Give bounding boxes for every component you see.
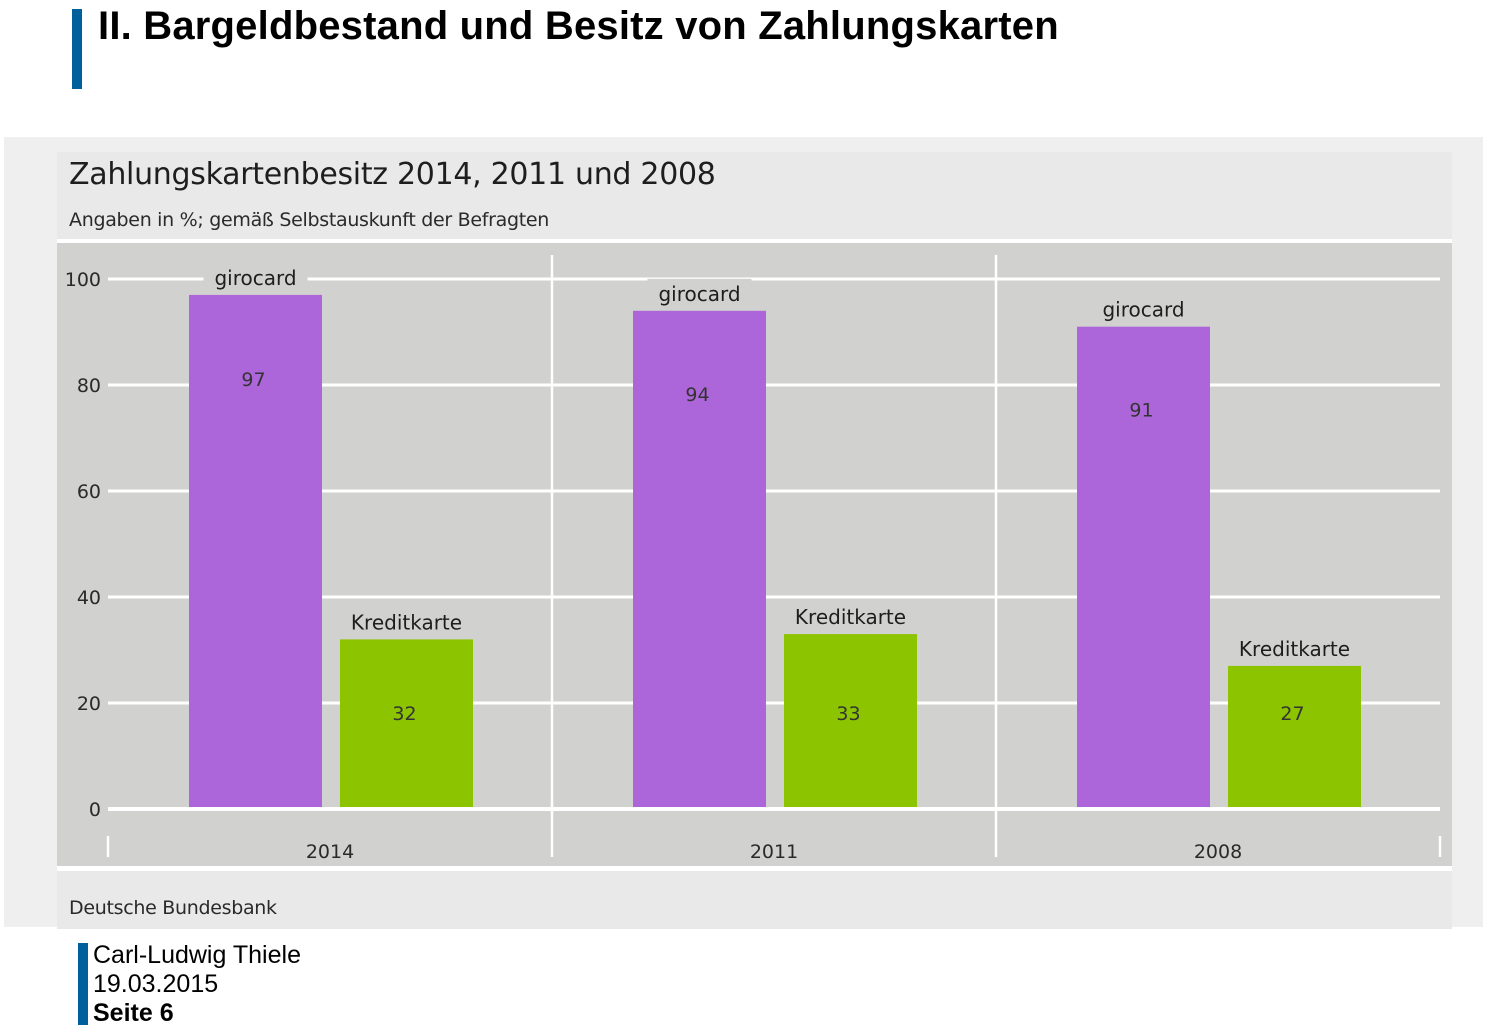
series-label-mask (1091, 294, 1196, 323)
plot-top-divider (57, 239, 1452, 243)
footer-accent-bar (78, 943, 88, 1025)
footer-date: 19.03.2015 (93, 970, 219, 998)
y-tick-label: 0 (89, 799, 101, 821)
data-label: 32 (392, 703, 416, 725)
series-label: girocard (658, 282, 740, 306)
footer-page-number: Seite 6 (93, 999, 174, 1027)
series-label-mask (203, 262, 308, 291)
slide-footer: Carl-Ludwig Thiele 19.03.2015 Seite 6 (93, 941, 301, 1028)
series-label: girocard (214, 266, 296, 290)
series-label: Kreditkarte (351, 610, 462, 634)
series-label: Kreditkarte (1239, 637, 1350, 661)
data-label: 94 (685, 384, 709, 406)
y-tick-label: 40 (77, 587, 101, 609)
series-label-mask (647, 278, 752, 307)
y-tick-label: 100 (65, 269, 101, 291)
series-label-mask (354, 607, 459, 636)
chart-subtitle: Angaben in %; gemäß Selbstauskunft der B… (69, 209, 550, 231)
chart-source: Deutsche Bundesbank (69, 897, 277, 919)
bar-kreditkarte-2014 (340, 639, 473, 807)
data-label: 91 (1129, 400, 1153, 422)
bar-girocard-2008 (1077, 326, 1210, 807)
chart-title: Zahlungskartenbesitz 2014, 2011 und 2008 (69, 157, 716, 192)
series-label-mask (798, 602, 903, 631)
slide-title: II. Bargeldbestand und Besitz von Zahlun… (98, 4, 1059, 48)
x-tick-label: 2014 (306, 841, 354, 863)
slide-accent-bar (72, 9, 82, 89)
bar-kreditkarte-2011 (784, 634, 917, 807)
x-tick-label: 2011 (750, 841, 798, 863)
data-label: 27 (1280, 703, 1304, 725)
footer-author: Carl-Ludwig Thiele (93, 941, 301, 969)
plot-bottom-divider (57, 866, 1452, 871)
bar-girocard-2011 (633, 310, 766, 807)
y-tick-label: 80 (77, 375, 101, 397)
series-label-mask (1242, 633, 1347, 662)
bar-girocard-2014 (189, 294, 322, 807)
x-tick-label: 2008 (1194, 841, 1242, 863)
y-tick-label: 60 (77, 481, 101, 503)
series-label: Kreditkarte (795, 605, 906, 629)
data-label: 97 (241, 369, 265, 391)
y-tick-label: 20 (77, 693, 101, 715)
series-label: girocard (1102, 298, 1184, 322)
data-label: 33 (836, 703, 860, 725)
bar-kreditkarte-2008 (1228, 665, 1361, 807)
